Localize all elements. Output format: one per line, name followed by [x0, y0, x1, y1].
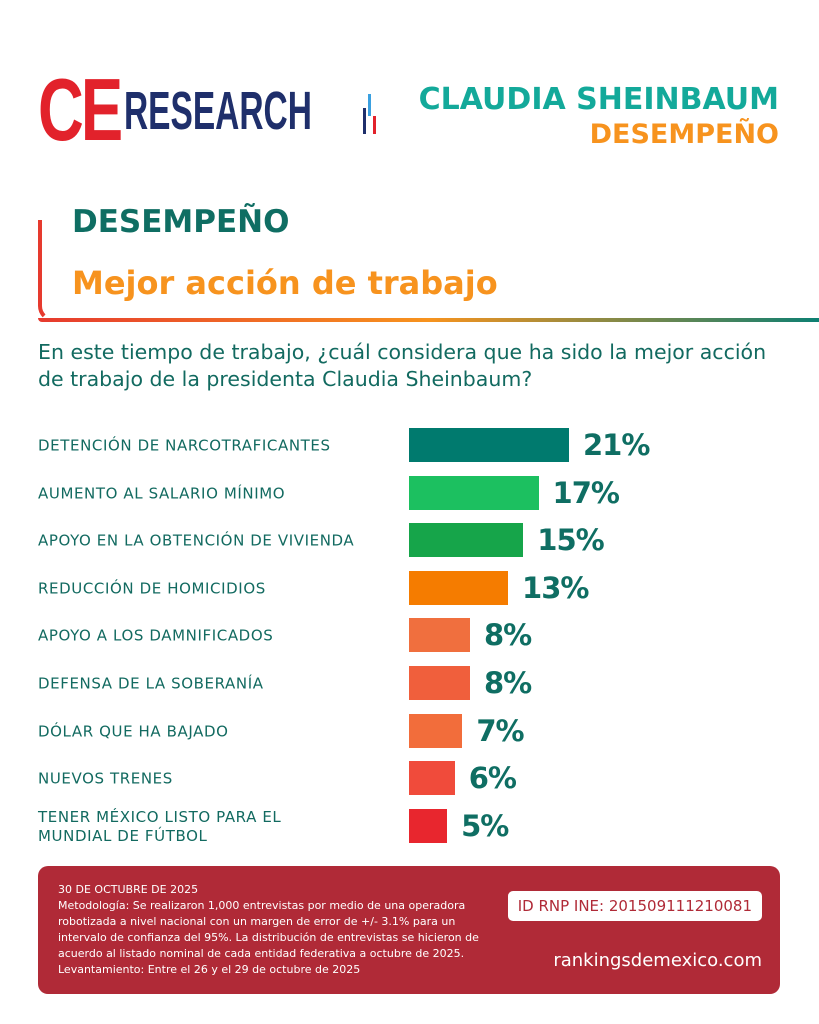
value-label: 21% [583, 428, 650, 462]
category-label: TENER MÉXICO LISTO PARA EL MUNDIAL DE FÚ… [38, 807, 282, 845]
value-label: 15% [537, 523, 604, 558]
footer-fieldwork: Levantamiento: Entre el 26 y el 29 de oc… [58, 963, 361, 976]
category-label: APOYO A LOS DAMNIFICADOS [38, 626, 274, 645]
logo-ce: CE [38, 60, 123, 159]
category-label: DETENCIÓN DE NARCOTRAFICANTES [38, 436, 331, 455]
bar [409, 808, 448, 843]
bar [409, 475, 539, 510]
chart-row: APOYO A LOS DAMNIFICADOS 8% [38, 618, 798, 654]
category-label: DÓLAR QUE HA BAJADO [38, 722, 229, 741]
bar [409, 666, 470, 700]
section-subtitle: Mejor acción de trabajo [72, 264, 498, 302]
website-link[interactable]: rankingsdemexico.com [553, 950, 762, 971]
logo-research: RESEARCH [124, 81, 312, 141]
chart-row: TENER MÉXICO LISTO PARA EL MUNDIAL DE FÚ… [38, 807, 798, 845]
value-label: 6% [468, 761, 517, 796]
value-label: 8% [483, 666, 532, 700]
footer-methodology: Metodología: Se realizaron 1,000 entrevi… [58, 899, 479, 960]
section-title: DESEMPEÑO [72, 204, 290, 240]
header-name: CLAUDIA SHEINBAUM [418, 82, 779, 117]
value-label: 17% [552, 475, 620, 510]
category-label: REDUCCIÓN DE HOMICIDIOS [38, 579, 266, 598]
chart-row: DETENCIÓN DE NARCOTRAFICANTES 21% [38, 428, 798, 464]
value-label: 7% [476, 713, 524, 748]
category-label: APOYO EN LA OBTENCIÓN DE VIVIENDA [38, 531, 355, 550]
header-topic: DESEMPEÑO [589, 119, 779, 150]
bar [409, 761, 455, 796]
category-label: NUEVOS TRENES [38, 769, 173, 788]
value-label: 5% [461, 808, 509, 843]
bar [409, 428, 569, 462]
chart-row: AUMENTO AL SALARIO MÍNIMO 17% [38, 475, 798, 512]
bar [409, 713, 463, 748]
category-label: AUMENTO AL SALARIO MÍNIMO [38, 484, 286, 503]
chart-row: REDUCCIÓN DE HOMICIDIOS 13% [38, 570, 798, 607]
rnp-id-badge: ID RNP INE: 201509111210081 [507, 891, 762, 921]
header: CLAUDIA SHEINBAUM DESEMPEÑO [419, 82, 779, 150]
bar [409, 570, 509, 605]
category-label: DEFENSA DE LA SOBERANÍA [38, 674, 264, 693]
chart-row: DEFENSA DE LA SOBERANÍA 8% [38, 666, 798, 702]
value-label: 8% [483, 618, 532, 653]
chart-row: APOYO EN LA OBTENCIÓN DE VIVIENDA 15% [38, 523, 798, 559]
footer: 30 DE OCTUBRE DE 2025 Metodología: Se re… [38, 866, 780, 994]
footer-date: 30 DE OCTUBRE DE 2025 [58, 883, 199, 896]
chart-row: DÓLAR QUE HA BAJADO 7% [38, 713, 798, 750]
value-label: 13% [522, 570, 589, 605]
section-frame [38, 220, 819, 322]
bar [409, 523, 524, 558]
logo-bars-icon [363, 94, 377, 134]
bar [409, 618, 470, 653]
survey-question: En este tiempo de trabajo, ¿cuál conside… [38, 340, 767, 391]
chart-row: NUEVOS TRENES 6% [38, 761, 798, 797]
ce-research-logo: CE RESEARCH [38, 60, 377, 159]
gradient-divider [38, 318, 819, 322]
